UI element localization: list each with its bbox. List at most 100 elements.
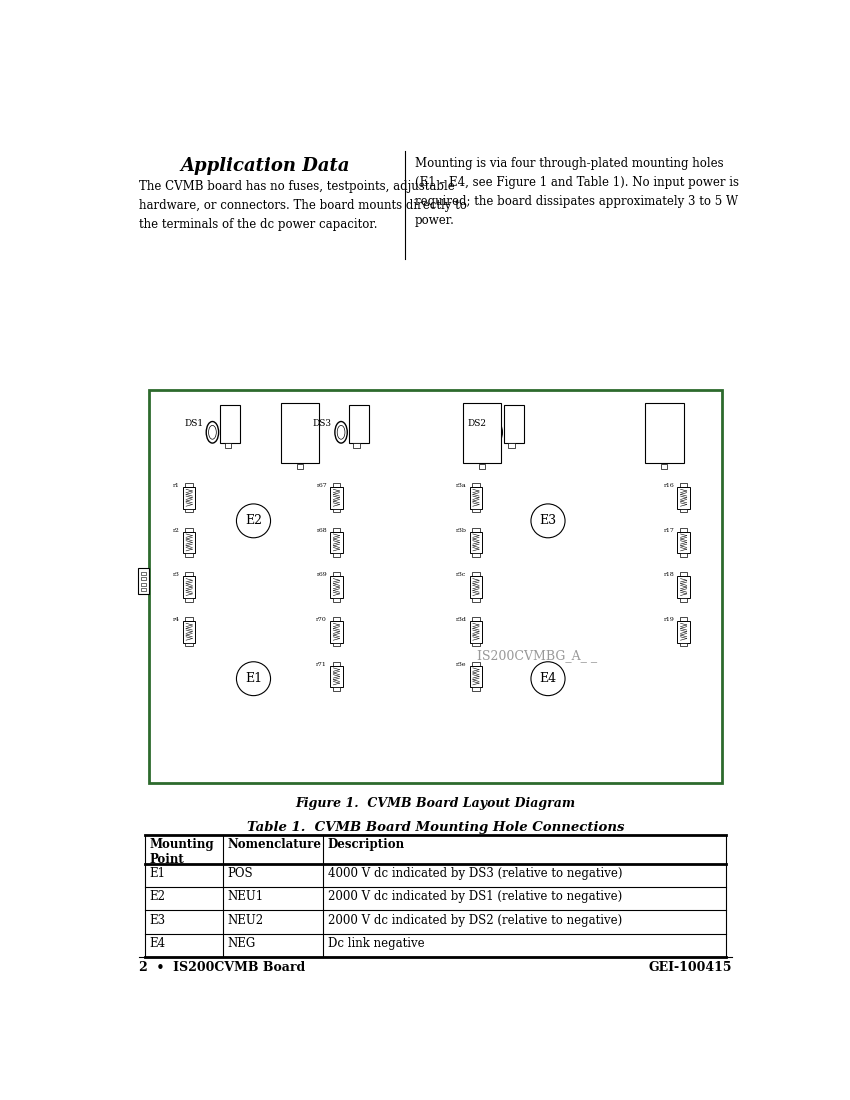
Text: E4: E4: [150, 937, 166, 949]
Bar: [330, 531, 343, 553]
Text: NEG: NEG: [227, 937, 255, 949]
Text: GEI-100415: GEI-100415: [649, 960, 733, 974]
Bar: [470, 666, 482, 688]
Text: r71: r71: [316, 661, 327, 667]
Text: Nomenclature: Nomenclature: [227, 838, 321, 851]
Text: r1: r1: [173, 483, 180, 488]
Text: r69: r69: [316, 572, 327, 578]
Bar: [183, 487, 196, 508]
Bar: [332, 598, 340, 602]
Bar: [332, 617, 340, 620]
Bar: [472, 553, 479, 557]
Bar: [645, 403, 683, 463]
Text: DS2: DS2: [468, 419, 487, 428]
Bar: [141, 578, 146, 581]
Bar: [677, 620, 690, 642]
Text: r3d: r3d: [456, 617, 467, 621]
Text: Application Data: Application Data: [180, 156, 350, 175]
Text: Description: Description: [328, 838, 405, 851]
Bar: [680, 642, 688, 647]
Bar: [297, 464, 303, 470]
Bar: [332, 508, 340, 513]
Ellipse shape: [531, 662, 565, 695]
Text: Mounting
Point: Mounting Point: [150, 838, 214, 866]
Ellipse shape: [208, 426, 216, 439]
Bar: [141, 583, 146, 585]
Ellipse shape: [492, 426, 500, 439]
Bar: [504, 405, 524, 443]
Bar: [677, 487, 690, 508]
Bar: [185, 572, 193, 576]
Bar: [472, 508, 479, 513]
Bar: [185, 598, 193, 602]
Bar: [183, 531, 196, 553]
Text: 2000 V dc indicated by DS2 (relative to negative): 2000 V dc indicated by DS2 (relative to …: [328, 913, 622, 926]
Bar: [330, 666, 343, 688]
Text: POS: POS: [227, 867, 252, 880]
Text: E3: E3: [540, 515, 557, 527]
Text: Figure 1.  CVMB Board Layout Diagram: Figure 1. CVMB Board Layout Diagram: [296, 796, 575, 810]
Text: IS200CVMBG_A_ _: IS200CVMBG_A_ _: [477, 649, 597, 662]
Bar: [677, 576, 690, 598]
Text: DS1: DS1: [184, 419, 203, 428]
Bar: [479, 464, 485, 470]
Bar: [661, 464, 667, 470]
Ellipse shape: [490, 421, 502, 443]
Bar: [348, 405, 369, 443]
Bar: [220, 405, 241, 443]
Text: Dc link negative: Dc link negative: [328, 937, 424, 949]
Bar: [472, 642, 479, 647]
Bar: [185, 642, 193, 647]
Text: 2  •  IS200CVMB Board: 2 • IS200CVMB Board: [139, 960, 305, 974]
Bar: [680, 553, 688, 557]
Text: NEU2: NEU2: [227, 913, 264, 926]
Bar: [332, 642, 340, 647]
Bar: [472, 483, 479, 487]
Text: r3: r3: [173, 572, 180, 578]
Bar: [680, 508, 688, 513]
Bar: [185, 553, 193, 557]
Text: r3c: r3c: [456, 572, 467, 578]
Bar: [332, 483, 340, 487]
Bar: [149, 390, 722, 783]
Bar: [332, 528, 340, 531]
Text: Mounting is via four through-plated mounting holes
(E1 – E4, see Figure 1 and Ta: Mounting is via four through-plated moun…: [415, 156, 739, 227]
Text: E3: E3: [150, 913, 166, 926]
Text: r68: r68: [316, 528, 327, 532]
Bar: [141, 588, 146, 591]
Text: E2: E2: [245, 515, 262, 527]
Bar: [472, 688, 479, 691]
Bar: [472, 598, 479, 602]
Bar: [680, 617, 688, 620]
Bar: [472, 617, 479, 620]
Bar: [332, 662, 340, 665]
Bar: [138, 568, 149, 594]
Bar: [472, 528, 479, 531]
Text: DS3: DS3: [313, 419, 332, 428]
Bar: [183, 620, 196, 642]
Text: 4000 V dc indicated by DS3 (relative to negative): 4000 V dc indicated by DS3 (relative to …: [328, 867, 622, 880]
Text: r4: r4: [173, 617, 180, 621]
Bar: [470, 576, 482, 598]
Bar: [472, 662, 479, 665]
Bar: [332, 553, 340, 557]
Text: r3b: r3b: [456, 528, 467, 532]
Text: r19: r19: [664, 617, 674, 621]
Text: NEU1: NEU1: [227, 891, 264, 903]
Bar: [141, 572, 146, 575]
Bar: [472, 572, 479, 576]
Bar: [332, 572, 340, 576]
Text: 2000 V dc indicated by DS1 (relative to negative): 2000 V dc indicated by DS1 (relative to …: [328, 891, 622, 903]
Bar: [470, 487, 482, 508]
Text: Table 1.  CVMB Board Mounting Hole Connections: Table 1. CVMB Board Mounting Hole Connec…: [246, 821, 625, 834]
Text: r3a: r3a: [456, 483, 467, 488]
Ellipse shape: [337, 426, 345, 439]
Ellipse shape: [531, 504, 565, 538]
Text: r67: r67: [316, 483, 327, 488]
Bar: [680, 598, 688, 602]
Bar: [330, 487, 343, 508]
Bar: [680, 528, 688, 531]
Bar: [280, 403, 320, 463]
Bar: [332, 688, 340, 691]
Bar: [330, 576, 343, 598]
